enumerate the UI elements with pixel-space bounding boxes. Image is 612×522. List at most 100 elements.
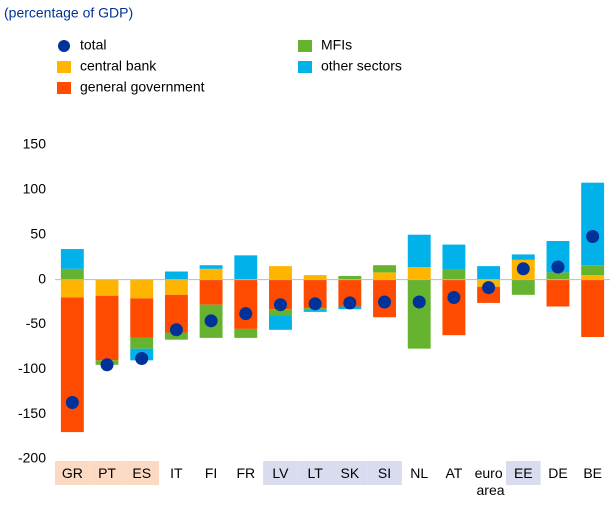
y-tick-label: -50 bbox=[26, 315, 46, 331]
bar-segment bbox=[60, 249, 84, 269]
x-tick-label: GR bbox=[62, 465, 83, 481]
bar-segment bbox=[442, 269, 466, 280]
bar-segment bbox=[511, 254, 535, 260]
bar-segment bbox=[95, 295, 119, 361]
x-tick-label: AT bbox=[445, 465, 462, 481]
legend-marker bbox=[58, 40, 70, 52]
bar-segment bbox=[199, 268, 223, 280]
total-dot bbox=[204, 314, 218, 328]
x-tick-label: SK bbox=[341, 465, 360, 481]
bar-segment bbox=[442, 244, 466, 270]
x-tick-label: BE bbox=[583, 465, 602, 481]
total-dot bbox=[586, 230, 600, 244]
category-highlight bbox=[332, 461, 368, 485]
chart-subtitle: (percentage of GDP) bbox=[4, 5, 133, 21]
y-tick-label: 0 bbox=[38, 270, 46, 286]
bar-segment bbox=[442, 279, 466, 336]
x-tick-label: SI bbox=[378, 465, 391, 481]
bar-segment bbox=[234, 255, 258, 280]
total-dot bbox=[239, 307, 253, 321]
bar-segment bbox=[581, 279, 605, 337]
legend-label: general government bbox=[80, 79, 205, 95]
bar-segment bbox=[164, 271, 188, 280]
legend-marker bbox=[57, 61, 71, 73]
category-highlight bbox=[124, 461, 160, 485]
total-dot bbox=[551, 260, 565, 274]
legend-label: central bank bbox=[80, 58, 157, 74]
bar-segment bbox=[338, 279, 362, 307]
bar-segment bbox=[581, 182, 605, 266]
x-tick-label: LT bbox=[308, 465, 324, 481]
total-dot bbox=[412, 295, 426, 309]
total-dot bbox=[516, 262, 530, 276]
bar-segment bbox=[303, 275, 327, 280]
bar-segment bbox=[234, 279, 258, 329]
x-tick-label: ES bbox=[132, 465, 151, 481]
bar-segment bbox=[269, 315, 292, 330]
bar-segment bbox=[60, 297, 84, 433]
total-dot bbox=[308, 297, 322, 311]
x-tick-label: NL bbox=[410, 465, 428, 481]
bar-segment bbox=[164, 279, 188, 295]
legend-marker bbox=[298, 40, 312, 52]
legend-label: total bbox=[80, 37, 106, 53]
bar-segment bbox=[130, 337, 154, 349]
total-dot bbox=[273, 298, 287, 312]
bar-segment bbox=[477, 286, 501, 303]
total-dot bbox=[100, 358, 114, 372]
total-dot bbox=[447, 291, 461, 305]
total-dot bbox=[378, 295, 392, 309]
bar-segment bbox=[130, 298, 154, 338]
bar-segment bbox=[407, 279, 431, 349]
bar-segment bbox=[199, 279, 223, 305]
bar-segment bbox=[269, 266, 292, 280]
x-tick-label: euro area bbox=[473, 465, 505, 498]
bar-segment bbox=[303, 310, 327, 312]
total-dot bbox=[135, 352, 149, 366]
x-tick-label: EE bbox=[514, 465, 533, 481]
bar-segment bbox=[130, 279, 154, 299]
bar-segment bbox=[234, 328, 258, 338]
category-highlight bbox=[55, 461, 90, 485]
bar-segment bbox=[581, 275, 605, 280]
bar-segment bbox=[95, 279, 119, 296]
bar-segment bbox=[338, 275, 362, 280]
x-tick-label: DE bbox=[548, 465, 567, 481]
bar-segment bbox=[60, 268, 84, 280]
category-highlight bbox=[263, 461, 298, 485]
x-tick-label: PT bbox=[98, 465, 116, 481]
bar-segment bbox=[373, 265, 396, 273]
category-highlight bbox=[297, 461, 333, 485]
bar-segment bbox=[269, 309, 292, 316]
category-highlight bbox=[89, 461, 125, 485]
bar-segment bbox=[164, 294, 188, 333]
bar-segment bbox=[511, 279, 535, 295]
total-dot bbox=[343, 296, 357, 310]
category-highlight bbox=[505, 461, 541, 485]
y-tick-label: -200 bbox=[18, 450, 46, 466]
total-dot bbox=[482, 281, 496, 295]
x-tick-label: LV bbox=[272, 465, 289, 481]
bar-segment bbox=[407, 234, 431, 268]
legend-label: MFIs bbox=[321, 37, 352, 53]
y-tick-label: 100 bbox=[23, 181, 47, 197]
legend-marker bbox=[298, 61, 312, 73]
category-highlight bbox=[367, 461, 402, 485]
legend-label: other sectors bbox=[321, 58, 402, 74]
x-tick-label: IT bbox=[170, 465, 183, 481]
total-dot bbox=[169, 323, 183, 337]
total-dot bbox=[65, 395, 79, 409]
x-tick-label: FI bbox=[205, 465, 217, 481]
bar-segment bbox=[581, 265, 605, 276]
bar-segment bbox=[199, 265, 223, 269]
y-tick-label: 150 bbox=[23, 136, 47, 152]
y-tick-label: 50 bbox=[30, 225, 46, 241]
y-tick-label: -150 bbox=[18, 405, 46, 421]
bar-segment bbox=[546, 272, 570, 280]
bar-segment bbox=[477, 266, 501, 280]
bar-segment bbox=[60, 279, 84, 298]
bar-segment bbox=[373, 272, 396, 280]
legend-marker bbox=[57, 82, 71, 94]
x-tick-label: FR bbox=[236, 465, 255, 481]
